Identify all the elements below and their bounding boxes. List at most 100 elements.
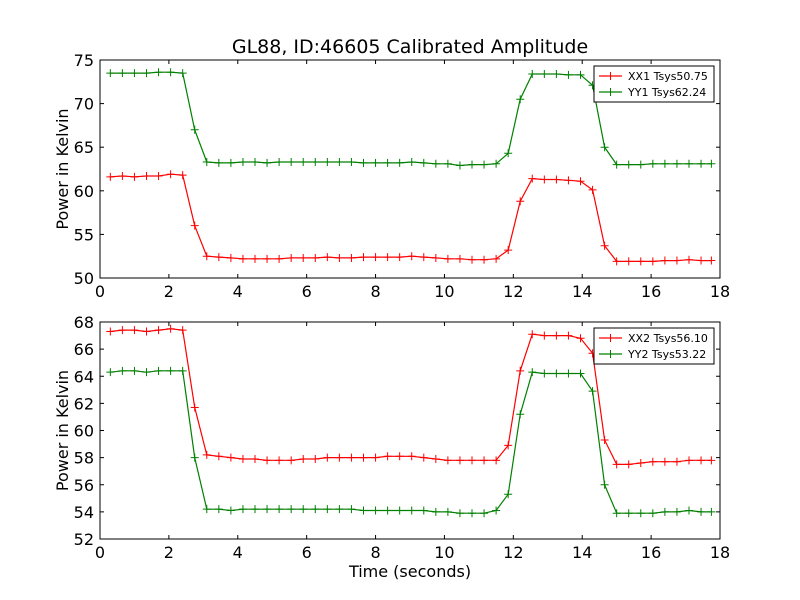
data-point-marker <box>540 369 549 378</box>
data-point-marker <box>190 125 199 134</box>
legend-entry-label: XX1 Tsys50.75 <box>628 70 708 83</box>
data-point-marker <box>707 256 716 265</box>
series-xx2 <box>106 324 716 469</box>
data-point-marker <box>504 441 513 450</box>
data-point-marker <box>588 387 597 396</box>
data-point-marker <box>383 452 392 461</box>
data-point-marker <box>263 456 272 465</box>
data-point-marker <box>697 159 706 168</box>
data-point-marker <box>359 453 368 462</box>
data-point-marker <box>636 459 645 468</box>
data-point-marker <box>263 158 272 167</box>
x-tick-label: 0 <box>95 543 105 562</box>
data-point-marker <box>226 158 235 167</box>
data-point-marker <box>600 435 609 444</box>
data-point-marker <box>142 368 151 377</box>
data-point-marker <box>287 158 296 167</box>
data-point-marker <box>311 505 320 514</box>
data-point-marker <box>154 68 163 77</box>
data-point-marker <box>311 253 320 262</box>
legend-entry-label: YY2 Tsys53.22 <box>627 348 706 361</box>
data-point-marker <box>214 452 223 461</box>
data-point-marker <box>106 69 115 78</box>
data-point-marker <box>226 506 235 515</box>
data-point-marker <box>178 171 187 180</box>
legend: XX1 Tsys50.75 YY1 Tsys62.24 <box>593 65 715 103</box>
data-point-marker <box>178 366 187 375</box>
data-point-marker <box>299 454 308 463</box>
data-point-marker <box>142 171 151 180</box>
y-tick-label: 66 <box>74 340 94 359</box>
data-point-marker <box>238 254 247 263</box>
data-point-marker <box>323 253 332 262</box>
y-axis-label: Power in Kelvin <box>53 108 72 229</box>
data-point-marker <box>371 253 380 262</box>
data-point-marker <box>528 330 537 339</box>
data-point-marker <box>468 255 476 264</box>
x-tick-label: 6 <box>302 543 312 562</box>
legend-swatch-marker <box>606 72 615 80</box>
data-point-marker <box>636 509 645 518</box>
data-point-marker <box>431 454 440 463</box>
x-tick-label: 12 <box>503 543 523 562</box>
data-point-marker <box>648 257 657 266</box>
x-tick-label: 16 <box>641 543 661 562</box>
data-point-marker <box>685 255 693 264</box>
legend-box <box>593 327 715 365</box>
y-tick-label: 58 <box>74 449 94 468</box>
data-point-marker <box>468 509 476 518</box>
data-point-marker <box>612 509 621 518</box>
data-point-marker <box>190 221 199 230</box>
data-point-marker <box>480 509 489 518</box>
data-point-marker <box>431 159 440 168</box>
data-point-marker <box>142 69 151 78</box>
data-point-marker <box>130 326 139 335</box>
data-point-marker <box>347 453 356 462</box>
data-point-marker <box>287 456 296 465</box>
x-tick-label: 18 <box>710 543 730 562</box>
chart-title: GL88, ID:46605 Calibrated Amplitude <box>232 36 588 58</box>
data-point-marker <box>238 505 247 514</box>
y-tick-label: 55 <box>74 225 94 244</box>
data-point-marker <box>275 254 284 263</box>
data-point-marker <box>311 454 320 463</box>
data-point-marker <box>564 331 573 340</box>
data-point-marker <box>660 507 669 516</box>
x-tick-label: 16 <box>641 282 661 301</box>
data-point-marker <box>178 326 187 335</box>
y-tick-label: 64 <box>74 367 94 386</box>
data-point-marker <box>431 253 440 262</box>
data-point-marker <box>552 369 561 378</box>
data-point-marker <box>492 254 501 263</box>
data-point-marker <box>672 507 681 516</box>
x-tick-label: 4 <box>233 543 243 562</box>
data-point-marker <box>214 505 223 514</box>
data-point-marker <box>443 507 452 516</box>
data-point-marker <box>106 172 115 181</box>
data-point-marker <box>600 143 609 152</box>
legend-swatch-marker <box>606 350 615 358</box>
data-point-marker <box>371 158 380 167</box>
data-point-marker <box>540 69 549 78</box>
data-point-marker <box>214 253 223 262</box>
x-tick-label: 14 <box>572 282 592 301</box>
legend-box <box>593 65 715 103</box>
data-point-marker <box>287 253 296 262</box>
data-point-marker <box>600 241 609 250</box>
data-point-marker <box>251 454 259 463</box>
data-point-marker <box>624 160 633 169</box>
data-point-marker <box>166 324 175 333</box>
data-point-marker <box>118 326 127 335</box>
data-point-marker <box>383 506 392 515</box>
data-point-marker <box>263 505 272 514</box>
data-point-marker <box>648 457 657 466</box>
data-point-marker <box>624 509 633 518</box>
data-point-marker <box>190 403 199 412</box>
data-point-marker <box>287 505 296 514</box>
data-point-marker <box>697 456 706 465</box>
data-point-marker <box>588 185 597 194</box>
data-point-marker <box>347 158 356 167</box>
y-tick-label: 75 <box>74 51 94 70</box>
